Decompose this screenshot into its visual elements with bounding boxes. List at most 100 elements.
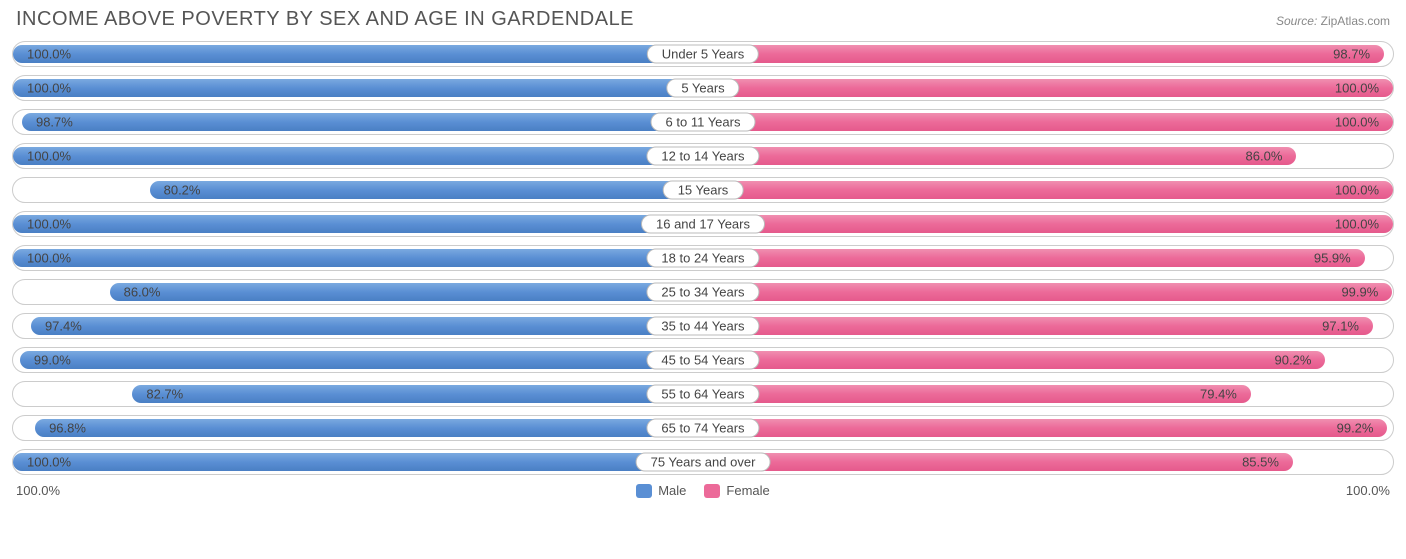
- male-bar: [20, 351, 703, 369]
- female-value: 79.4%: [1200, 387, 1237, 402]
- male-value: 97.4%: [45, 319, 82, 334]
- female-half: 99.9%: [703, 280, 1393, 304]
- female-value: 95.9%: [1314, 251, 1351, 266]
- legend-female-label: Female: [726, 483, 769, 498]
- source-label: Source:: [1276, 14, 1317, 28]
- male-half: 100.0%: [13, 246, 703, 270]
- female-half: 86.0%: [703, 144, 1393, 168]
- female-bar: [703, 181, 1393, 199]
- chart-row: 98.7% 100.0% 6 to 11 Years: [12, 109, 1394, 135]
- male-bar: [22, 113, 703, 131]
- chart-footer: 100.0% Male Female 100.0%: [12, 483, 1394, 498]
- category-label: 15 Years: [663, 181, 744, 200]
- chart-source: Source: ZipAtlas.com: [1276, 14, 1390, 28]
- male-value: 80.2%: [164, 183, 201, 198]
- category-label: 25 to 34 Years: [646, 283, 759, 302]
- male-half: 82.7%: [13, 382, 703, 406]
- male-half: 97.4%: [13, 314, 703, 338]
- chart-row: 86.0% 99.9% 25 to 34 Years: [12, 279, 1394, 305]
- female-value: 90.2%: [1275, 353, 1312, 368]
- category-label: Under 5 Years: [647, 45, 759, 64]
- diverging-bar-chart: 100.0%98.7%Under 5 Years100.0%100.0%5 Ye…: [12, 41, 1394, 475]
- female-bar: [703, 283, 1392, 301]
- female-bar: [703, 385, 1251, 403]
- male-half: 100.0%: [13, 76, 703, 100]
- female-bar: [703, 45, 1384, 63]
- source-value: ZipAtlas.com: [1321, 14, 1390, 28]
- female-value: 100.0%: [1335, 183, 1379, 198]
- female-bar: [703, 351, 1325, 369]
- chart-row: 80.2% 100.0% 15 Years: [12, 177, 1394, 203]
- male-half: 99.0%: [13, 348, 703, 372]
- chart-header: INCOME ABOVE POVERTY BY SEX AND AGE IN G…: [12, 8, 1394, 31]
- female-half: 100.0%: [703, 110, 1393, 134]
- male-bar: [13, 147, 703, 165]
- female-half: 100.0%: [703, 178, 1393, 202]
- male-half: 96.8%: [13, 416, 703, 440]
- female-bar: [703, 215, 1393, 233]
- male-value: 100.0%: [27, 149, 71, 164]
- female-value: 100.0%: [1335, 217, 1379, 232]
- legend-male-label: Male: [658, 483, 686, 498]
- female-value: 86.0%: [1246, 149, 1283, 164]
- female-half: 95.9%: [703, 246, 1393, 270]
- female-half: 79.4%: [703, 382, 1393, 406]
- female-half: 97.1%: [703, 314, 1393, 338]
- category-label: 16 and 17 Years: [641, 215, 765, 234]
- chart-row: 100.0%98.7%Under 5 Years: [12, 41, 1394, 67]
- male-bar: [13, 215, 703, 233]
- male-value: 86.0%: [124, 285, 161, 300]
- female-half: 100.0%: [703, 76, 1393, 100]
- female-half: 90.2%: [703, 348, 1393, 372]
- female-half: 85.5%: [703, 450, 1393, 474]
- male-value: 82.7%: [146, 387, 183, 402]
- category-label: 6 to 11 Years: [651, 113, 756, 132]
- chart-row: 100.0%100.0%5 Years: [12, 75, 1394, 101]
- chart-row: 82.7% 79.4% 55 to 64 Years: [12, 381, 1394, 407]
- category-label: 18 to 24 Years: [646, 249, 759, 268]
- male-bar: [13, 249, 703, 267]
- category-label: 65 to 74 Years: [646, 419, 759, 438]
- chart-row: 100.0% 85.5% 75 Years and over: [12, 449, 1394, 475]
- legend: Male Female: [636, 483, 770, 498]
- male-value: 100.0%: [27, 217, 71, 232]
- legend-female: Female: [704, 483, 769, 498]
- male-value: 98.7%: [36, 115, 73, 130]
- male-bar: [132, 385, 703, 403]
- male-swatch-icon: [636, 484, 652, 498]
- female-value: 99.9%: [1341, 285, 1378, 300]
- female-half: 100.0%: [703, 212, 1393, 236]
- category-label: 75 Years and over: [636, 453, 771, 472]
- female-bar: [703, 79, 1393, 97]
- male-bar: [110, 283, 703, 301]
- male-bar: [150, 181, 703, 199]
- chart-row: 96.8% 99.2% 65 to 74 Years: [12, 415, 1394, 441]
- male-value: 99.0%: [34, 353, 71, 368]
- male-half: 86.0%: [13, 280, 703, 304]
- category-label: 5 Years: [666, 79, 739, 98]
- female-value: 98.7%: [1333, 47, 1370, 62]
- chart-title: INCOME ABOVE POVERTY BY SEX AND AGE IN G…: [16, 8, 634, 31]
- axis-right-label: 100.0%: [1346, 483, 1390, 498]
- category-label: 35 to 44 Years: [646, 317, 759, 336]
- chart-row: 97.4% 97.1% 35 to 44 Years: [12, 313, 1394, 339]
- female-value: 85.5%: [1242, 455, 1279, 470]
- female-value: 97.1%: [1322, 319, 1359, 334]
- category-label: 12 to 14 Years: [646, 147, 759, 166]
- male-bar: [31, 317, 703, 335]
- axis-left-label: 100.0%: [16, 483, 60, 498]
- female-bar: [703, 419, 1387, 437]
- female-bar: [703, 113, 1393, 131]
- female-value: 99.2%: [1337, 421, 1374, 436]
- male-half: 80.2%: [13, 178, 703, 202]
- chart-row: 100.0% 86.0% 12 to 14 Years: [12, 143, 1394, 169]
- female-bar: [703, 249, 1365, 267]
- female-value: 100.0%: [1335, 115, 1379, 130]
- male-bar: [13, 45, 703, 63]
- male-value: 100.0%: [27, 251, 71, 266]
- female-swatch-icon: [704, 484, 720, 498]
- male-bar: [13, 453, 703, 471]
- category-label: 55 to 64 Years: [646, 385, 759, 404]
- chart-row: 100.0% 100.0% 16 and 17 Years: [12, 211, 1394, 237]
- male-value: 100.0%: [27, 455, 71, 470]
